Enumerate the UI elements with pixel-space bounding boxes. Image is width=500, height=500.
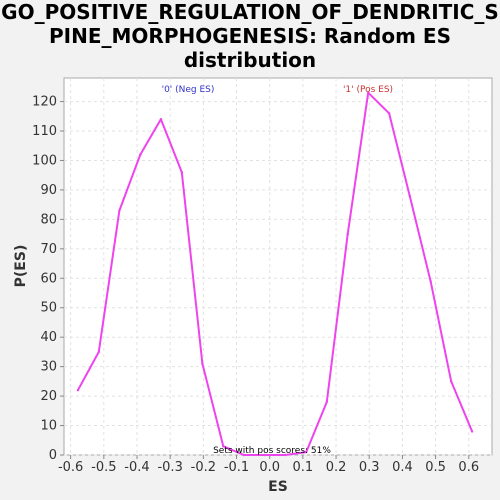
data-point	[118, 209, 121, 212]
data-point	[284, 453, 287, 457]
neg-es-label: '0' (Neg ES)	[162, 85, 215, 95]
series-layer	[76, 91, 474, 457]
data-point	[387, 112, 391, 115]
y-tick-label: 30	[40, 360, 57, 375]
x-tick-label: -0.4	[124, 460, 149, 475]
data-point	[76, 389, 80, 392]
data-point	[346, 232, 349, 236]
sets-pos-scores-label: Sets with pos scores: 51%	[213, 446, 331, 456]
data-point	[159, 118, 163, 121]
data-point	[470, 430, 474, 433]
x-axis-label: ES	[268, 479, 288, 495]
y-tick-label: 110	[32, 124, 57, 139]
y-tick-label: 90	[40, 183, 57, 198]
chart-title-line-1: GO_POSITIVE_REGULATION_OF_DENDRITIC_S	[1, 0, 499, 24]
data-point	[429, 280, 432, 283]
chart-title: GO_POSITIVE_REGULATION_OF_DENDRITIC_S PI…	[0, 0, 500, 72]
y-tick-label: 40	[40, 330, 57, 345]
x-tick-label: -0.6	[58, 460, 83, 475]
y-tick-label: 10	[40, 419, 57, 434]
y-tick-label: 0	[49, 448, 57, 463]
x-tick-label: 0.4	[392, 460, 413, 475]
pos-es-label: '1' (Pos ES)	[343, 85, 393, 95]
chart-title-line-3: distribution	[183, 48, 317, 72]
x-tick-label: -0.5	[91, 460, 116, 475]
data-point	[449, 380, 453, 383]
data-point	[367, 91, 370, 94]
data-point	[305, 450, 308, 454]
y-tick-label: 80	[40, 212, 57, 227]
x-tick-label: 0.1	[293, 460, 314, 475]
x-tick-label: -0.2	[191, 460, 216, 475]
x-tick-label: 0.3	[359, 460, 380, 475]
plot-background	[63, 77, 493, 456]
y-tick-label: 50	[40, 301, 57, 316]
grid	[64, 78, 492, 456]
y-tick-label: 60	[40, 271, 57, 286]
x-tick-label: 0.0	[259, 460, 280, 475]
data-point	[97, 350, 101, 354]
y-tick-label: 20	[40, 389, 57, 404]
chart-title-line-2: PINE_MORPHOGENESIS: Random ES	[49, 24, 451, 48]
x-tick-label: 0.6	[458, 460, 479, 475]
data-point	[180, 171, 183, 174]
data-point	[263, 453, 266, 457]
data-point	[139, 153, 142, 156]
x-tick-label: 0.2	[326, 460, 347, 475]
x-tick-label: -0.1	[224, 460, 249, 475]
data-point	[242, 453, 246, 457]
y-tick-label: 120	[32, 95, 57, 110]
y-tick-label: 70	[40, 242, 57, 257]
data-point	[222, 444, 225, 448]
series-line	[77, 91, 474, 456]
y-axis-label: P(ES)	[13, 245, 29, 288]
x-tick-label: -0.3	[157, 460, 182, 475]
data-point	[408, 194, 411, 198]
y-tick-label: 100	[32, 153, 57, 168]
axes: -0.6 -0.5 -0.4 -0.3 -0.2 -0.1 0.0 0.1 0.2 0.3 0.4 0…	[32, 95, 479, 475]
x-tick-label: 0.5	[425, 460, 446, 475]
data-point	[201, 362, 204, 365]
data-point	[325, 400, 328, 404]
